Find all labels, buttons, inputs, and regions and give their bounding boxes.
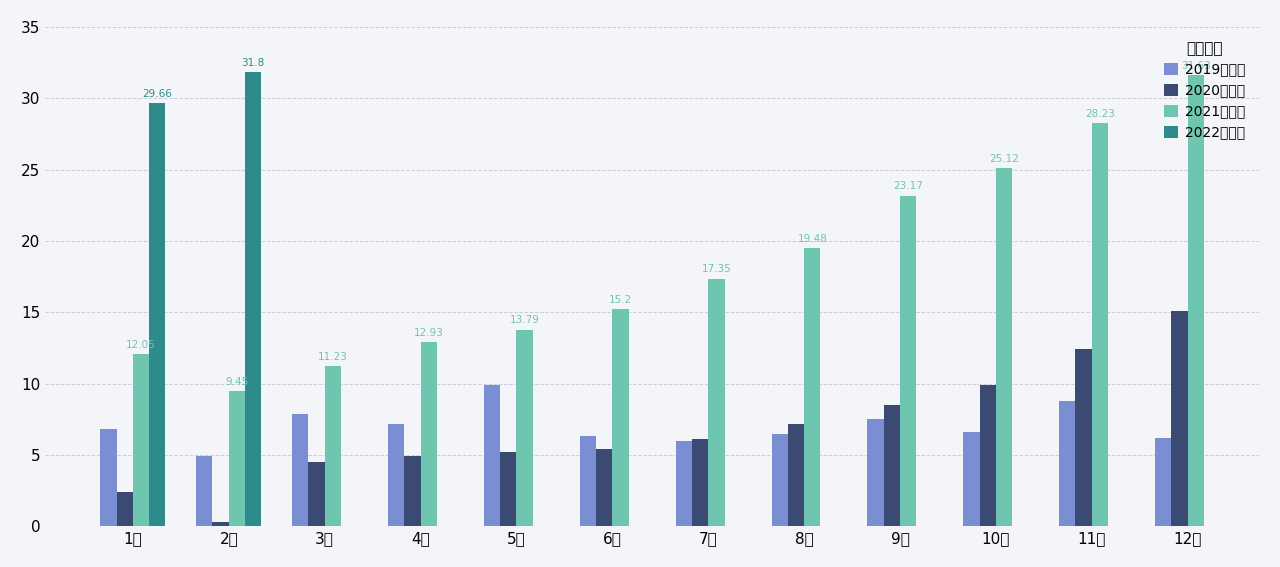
Bar	[212, 522, 229, 526]
Bar	[708, 279, 724, 526]
Bar	[676, 441, 692, 526]
Bar	[404, 456, 421, 526]
Bar	[421, 342, 436, 526]
Bar	[1075, 349, 1092, 526]
Text: 31.63: 31.63	[1181, 61, 1211, 71]
Text: 9.45: 9.45	[225, 377, 248, 387]
Text: 15.2: 15.2	[609, 295, 632, 305]
Bar	[244, 73, 261, 526]
Bar	[964, 432, 979, 526]
Bar	[692, 439, 708, 526]
Bar	[1188, 75, 1204, 526]
Bar	[772, 434, 787, 526]
Bar	[1171, 311, 1188, 526]
Text: 25.12: 25.12	[989, 154, 1019, 163]
Text: 13.79: 13.79	[509, 315, 539, 325]
Bar	[516, 329, 532, 526]
Bar	[900, 196, 916, 526]
Text: 28.23: 28.23	[1085, 109, 1115, 119]
Bar	[292, 413, 308, 526]
Bar	[388, 424, 404, 526]
Text: 31.8: 31.8	[242, 58, 265, 68]
Bar	[612, 310, 628, 526]
Text: 17.35: 17.35	[701, 264, 731, 274]
Bar	[100, 429, 116, 526]
Bar	[868, 419, 883, 526]
Text: 23.17: 23.17	[893, 181, 923, 192]
Bar	[787, 424, 804, 526]
Bar	[196, 456, 212, 526]
Bar	[804, 248, 820, 526]
Bar	[883, 405, 900, 526]
Bar	[229, 391, 244, 526]
Bar	[996, 168, 1012, 526]
Bar	[1092, 124, 1108, 526]
Bar	[596, 449, 612, 526]
Text: 11.23: 11.23	[317, 352, 348, 362]
Text: 29.66: 29.66	[142, 89, 173, 99]
Text: 12.93: 12.93	[413, 328, 444, 337]
Bar	[1059, 401, 1075, 526]
Legend: 2019年产量, 2020年产量, 2021年产量, 2022年产量: 2019年产量, 2020年产量, 2021年产量, 2022年产量	[1157, 34, 1252, 146]
Bar	[979, 385, 996, 526]
Bar	[1155, 438, 1171, 526]
Text: 19.48: 19.48	[797, 234, 827, 244]
Bar	[580, 437, 596, 526]
Text: 12.05: 12.05	[127, 340, 156, 350]
Bar	[500, 452, 516, 526]
Bar	[133, 354, 150, 526]
Bar	[150, 103, 165, 526]
Bar	[116, 492, 133, 526]
Bar	[484, 385, 500, 526]
Bar	[308, 462, 325, 526]
Bar	[325, 366, 340, 526]
